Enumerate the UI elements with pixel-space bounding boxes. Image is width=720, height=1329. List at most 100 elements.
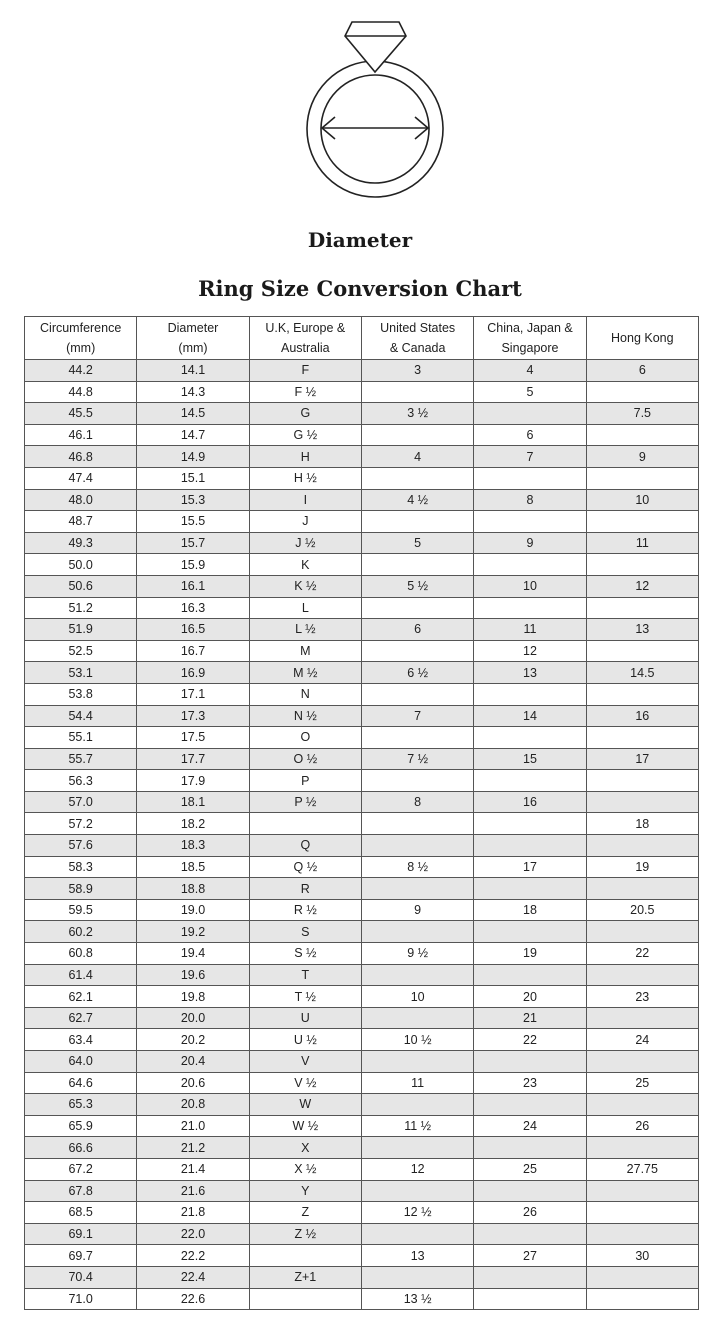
cell-hong-kong: 20.5: [585, 898, 700, 922]
cell-circumference: 48.0: [23, 488, 138, 512]
cell-hong-kong: [585, 963, 700, 987]
cell-circumference: 67.8: [23, 1179, 138, 1203]
cell-china-japan-singapore: [473, 834, 587, 857]
cell-us-canada: [360, 812, 475, 836]
table-row: 63.4 20.2 U ½ 10 ½ 22 24: [23, 1028, 700, 1051]
cell-diameter: 14.1: [136, 359, 250, 382]
cell-uk-europe-australia: [248, 1287, 362, 1311]
cell-china-japan-singapore: 10: [473, 574, 587, 598]
cell-china-japan-singapore: [473, 920, 587, 944]
cell-us-canada: [360, 423, 475, 447]
cell-circumference: 57.0: [23, 790, 138, 814]
cell-uk-europe-australia: H ½: [248, 466, 362, 490]
cell-uk-europe-australia: U ½: [248, 1028, 362, 1051]
cell-us-canada: [360, 920, 475, 944]
column-header-us-canada: United States & Canada: [360, 316, 475, 360]
cell-diameter: 18.5: [136, 855, 250, 879]
table-row: 54.4 17.3 N ½ 7 14 16: [23, 704, 700, 728]
cell-diameter: 15.7: [136, 531, 250, 555]
cell-us-canada: [360, 682, 475, 706]
cell-circumference: 50.6: [23, 574, 138, 598]
cell-diameter: 21.6: [136, 1179, 250, 1203]
cell-diameter: 20.2: [136, 1028, 250, 1051]
cell-hong-kong: 11: [585, 531, 700, 555]
cell-china-japan-singapore: 18: [473, 898, 587, 922]
table-row: 56.3 17.9 P: [23, 769, 700, 792]
cell-diameter: 16.3: [136, 596, 250, 620]
cell-china-japan-singapore: [473, 769, 587, 792]
table-row: 55.1 17.5 O: [23, 726, 700, 749]
cell-uk-europe-australia: M: [248, 639, 362, 663]
cell-circumference: 63.4: [23, 1028, 138, 1051]
cell-us-canada: [360, 596, 475, 620]
cell-uk-europe-australia: Y: [248, 1179, 362, 1203]
cell-china-japan-singapore: [473, 1093, 587, 1116]
cell-china-japan-singapore: [473, 812, 587, 836]
cell-circumference: 69.7: [23, 1244, 138, 1267]
table-row: 61.4 19.6 T: [23, 963, 700, 987]
cell-hong-kong: 26: [585, 1114, 700, 1138]
cell-us-canada: 9 ½: [360, 942, 475, 965]
cell-us-canada: 6: [360, 618, 475, 641]
column-header-uk-europe-australia: U.K, Europe & Australia: [248, 316, 362, 360]
cell-hong-kong: [585, 920, 700, 944]
cell-hong-kong: [585, 790, 700, 814]
table-row: 66.6 21.2 X: [23, 1136, 700, 1159]
cell-china-japan-singapore: 20: [473, 985, 587, 1008]
cell-us-canada: 6 ½: [360, 661, 475, 684]
cell-china-japan-singapore: 5: [473, 380, 587, 404]
cell-diameter: 22.4: [136, 1265, 250, 1289]
cell-diameter: 19.0: [136, 898, 250, 922]
cell-uk-europe-australia: X ½: [248, 1157, 362, 1181]
cell-uk-europe-australia: [248, 1244, 362, 1267]
cell-us-canada: 12 ½: [360, 1201, 475, 1224]
cell-diameter: 21.0: [136, 1114, 250, 1138]
cell-hong-kong: 10: [585, 488, 700, 512]
ring-diameter-icon: [306, 21, 444, 198]
table-row: 49.3 15.7 J ½ 5 9 11: [23, 531, 700, 555]
ring-size-table: Circumference (mm) Diameter (mm) U.K, Euro…: [23, 316, 700, 1311]
cell-circumference: 62.1: [23, 985, 138, 1008]
cell-hong-kong: 19: [585, 855, 700, 879]
cell-hong-kong: [585, 1050, 700, 1073]
table-row: 65.9 21.0 W ½ 11 ½ 24 26: [23, 1114, 700, 1138]
cell-diameter: 15.1: [136, 466, 250, 490]
cell-china-japan-singapore: 27: [473, 1244, 587, 1267]
cell-diameter: 14.7: [136, 423, 250, 447]
cell-china-japan-singapore: 8: [473, 488, 587, 512]
cell-uk-europe-australia: L ½: [248, 618, 362, 641]
cell-diameter: 21.8: [136, 1201, 250, 1224]
cell-china-japan-singapore: 11: [473, 618, 587, 641]
cell-diameter: 17.5: [136, 726, 250, 749]
cell-hong-kong: 6: [585, 359, 700, 382]
cell-circumference: 65.3: [23, 1093, 138, 1116]
cell-diameter: 16.5: [136, 618, 250, 641]
cell-hong-kong: 18: [585, 812, 700, 836]
table-row: 69.1 22.0 Z ½: [23, 1222, 700, 1246]
cell-hong-kong: 13: [585, 618, 700, 641]
cell-circumference: 69.1: [23, 1222, 138, 1246]
cell-us-canada: [360, 1050, 475, 1073]
cell-us-canada: [360, 380, 475, 404]
cell-circumference: 60.2: [23, 920, 138, 944]
table-row: 65.3 20.8 W: [23, 1093, 700, 1116]
cell-diameter: 19.8: [136, 985, 250, 1008]
cell-hong-kong: [585, 553, 700, 576]
table-row: 48.0 15.3 I 4 ½ 8 10: [23, 488, 700, 512]
cell-china-japan-singapore: [473, 726, 587, 749]
cell-circumference: 53.1: [23, 661, 138, 684]
table-header-row: Circumference (mm) Diameter (mm) U.K, Euro…: [23, 316, 700, 360]
cell-circumference: 60.8: [23, 942, 138, 965]
cell-china-japan-singapore: [473, 553, 587, 576]
cell-us-canada: [360, 877, 475, 900]
cell-hong-kong: [585, 639, 700, 663]
cell-us-canada: 4: [360, 445, 475, 468]
cell-circumference: 44.2: [23, 359, 138, 382]
table-row: 68.5 21.8 Z 12 ½ 26: [23, 1201, 700, 1224]
cell-circumference: 59.5: [23, 898, 138, 922]
cell-us-canada: [360, 1136, 475, 1159]
cell-hong-kong: [585, 769, 700, 792]
cell-china-japan-singapore: [473, 402, 587, 425]
